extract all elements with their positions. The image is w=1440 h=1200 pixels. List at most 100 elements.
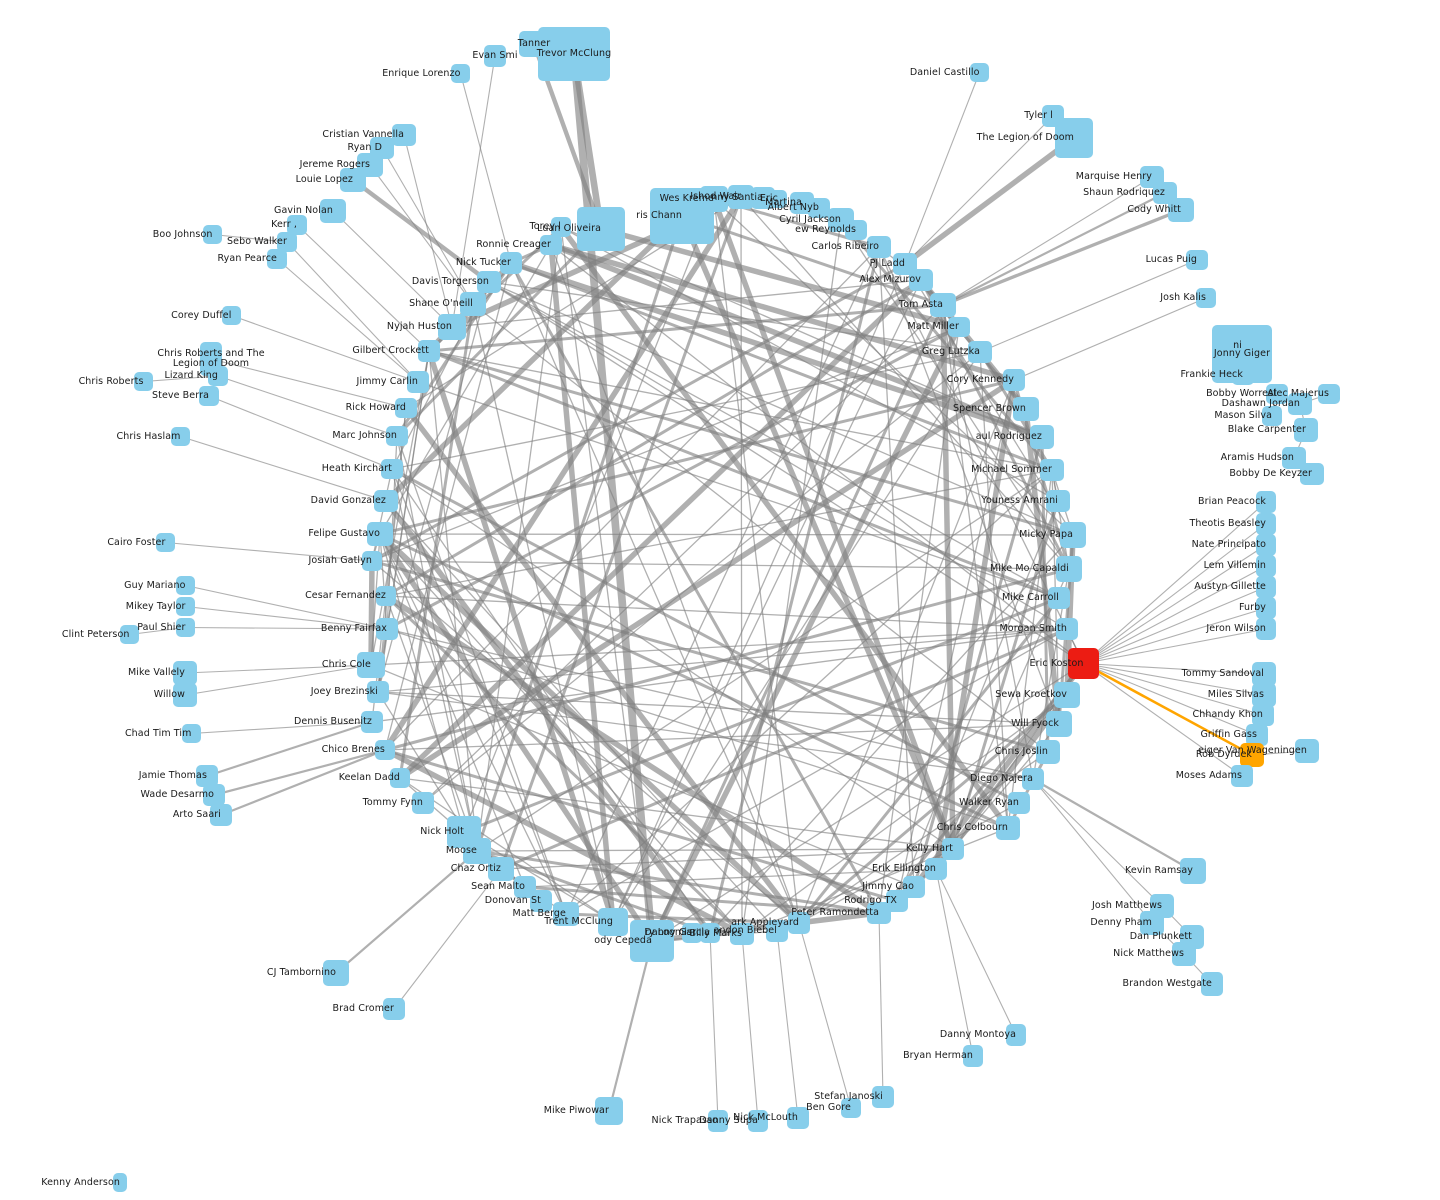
graph-node-miles-silvas[interactable] <box>1252 683 1276 707</box>
graph-node-willow[interactable] <box>173 683 197 707</box>
graph-node-mike-vallely[interactable] <box>173 661 197 685</box>
graph-node-spencer-brown[interactable] <box>1013 397 1039 421</box>
graph-node-danny-garcia[interactable] <box>700 923 720 943</box>
graph-node-nick-matthews[interactable] <box>1172 942 1196 966</box>
graph-node-tommy-sandoval[interactable] <box>1252 662 1276 686</box>
graph-node-cj-tambornino[interactable] <box>323 960 349 986</box>
graph-node-brian-peacock[interactable] <box>1256 491 1276 513</box>
graph-node-daniel-castillo[interactable] <box>970 63 989 82</box>
graph-node-cristian-vannella[interactable] <box>392 124 416 146</box>
graph-node-sewa-kroetkov[interactable] <box>1054 682 1080 708</box>
graph-node-aramis-hudson[interactable] <box>1282 447 1306 469</box>
graph-node-felipe-gustavo[interactable] <box>367 522 393 546</box>
graph-node-chhandy-khon[interactable] <box>1252 704 1274 726</box>
graph-node-gavin-nolan[interactable] <box>320 199 346 223</box>
graph-node-eric-m[interactable] <box>769 190 787 208</box>
graph-node-ronnie-creager[interactable] <box>540 235 562 255</box>
graph-node-chris-joslin[interactable] <box>1036 740 1060 764</box>
graph-node-guy-mariano[interactable] <box>176 576 195 595</box>
graph-node-cairo-foster[interactable] <box>156 533 175 552</box>
graph-node-torey-p[interactable] <box>551 217 571 237</box>
graph-node-cody-cepeda[interactable] <box>630 920 674 962</box>
graph-node-jeron-wilson[interactable] <box>1256 618 1276 640</box>
graph-node-danny-montoya[interactable] <box>1006 1024 1026 1046</box>
graph-node-nick-tucker[interactable] <box>500 252 522 274</box>
graph-node-kerr[interactable] <box>287 215 307 235</box>
graph-node-griffin-gass[interactable] <box>1246 724 1268 746</box>
graph-node-erik-ellington[interactable] <box>925 858 947 880</box>
graph-node-moses-adams[interactable] <box>1231 765 1253 787</box>
graph-node-clint-peterson[interactable] <box>120 625 139 644</box>
graph-node-carlos-ribeiro[interactable] <box>867 236 891 258</box>
graph-node-donovan-s[interactable] <box>530 890 552 912</box>
graph-node-jimmy-cao[interactable] <box>903 876 925 898</box>
graph-node-davis-torgerson[interactable] <box>477 271 501 293</box>
graph-node-wade-desarmo[interactable] <box>203 784 225 806</box>
graph-node-tom-asta[interactable] <box>930 293 956 317</box>
graph-node-luan-oliveira[interactable] <box>577 207 625 251</box>
graph-node-enrique-lorenzo[interactable] <box>451 64 470 83</box>
graph-node-gilbert-crockett[interactable] <box>418 340 440 362</box>
graph-node-alec-majerus[interactable] <box>1318 384 1340 404</box>
graph-node-trent-mcclung[interactable] <box>598 908 628 936</box>
graph-node-ben-gore[interactable] <box>841 1098 861 1118</box>
graph-node-billy-marks[interactable] <box>730 923 754 945</box>
graph-node-jimmy-carlin[interactable] <box>407 371 429 393</box>
graph-node-kenny-anderson[interactable] <box>113 1173 127 1192</box>
graph-node-louie-lopez[interactable] <box>340 168 366 192</box>
graph-node-peter-ramondetta[interactable] <box>867 902 891 924</box>
graph-node-cory-loomis[interactable] <box>682 923 702 943</box>
graph-node-joey-brezinski[interactable] <box>367 681 389 703</box>
graph-node-boo-johnson[interactable] <box>203 225 222 244</box>
graph-node-alex-mizurov[interactable] <box>909 269 933 291</box>
graph-node-tommy-fynn[interactable] <box>412 792 434 814</box>
graph-node-blake-carpenter[interactable] <box>1294 418 1318 442</box>
graph-node-danny-supa[interactable] <box>748 1110 768 1132</box>
graph-node-theotis-beasley[interactable] <box>1256 513 1276 535</box>
graph-node-nick-mclouth[interactable] <box>787 1107 809 1129</box>
graph-node-sebo-walker[interactable] <box>277 232 297 252</box>
graph-node-chad-tim-tim[interactable] <box>182 724 201 743</box>
graph-node-dennis-busenitz[interactable] <box>361 711 383 733</box>
graph-node-michael-sommer[interactable] <box>1040 459 1064 481</box>
graph-node-denny-pham[interactable] <box>1140 911 1164 935</box>
graph-node-shane-oneill[interactable] <box>460 292 486 316</box>
graph-node-chris-roberts[interactable] <box>134 372 153 391</box>
graph-node-geiger-van-wageningen[interactable] <box>1295 739 1319 763</box>
graph-node-albert-nyb[interactable] <box>808 198 830 218</box>
graph-node-cesar-fernandez[interactable] <box>376 586 396 606</box>
graph-node-furby[interactable] <box>1256 597 1276 619</box>
graph-node-mike-mo-capaldi[interactable] <box>1056 556 1082 582</box>
graph-node-heath-kirchart[interactable] <box>381 459 403 479</box>
graph-node-dashawn-jordan[interactable] <box>1288 393 1312 415</box>
graph-node-chris-cole[interactable] <box>357 652 385 678</box>
graph-node-legion-of-doom[interactable] <box>1055 118 1093 158</box>
graph-node-chris-colbourn[interactable] <box>996 816 1020 840</box>
graph-node-marc-johnson[interactable] <box>386 426 408 446</box>
graph-node-benny-fairfax[interactable] <box>376 618 398 640</box>
graph-node-lucas-puig[interactable] <box>1186 250 1208 270</box>
graph-node-lizard-king[interactable] <box>208 366 228 386</box>
graph-node-bobby-worrest[interactable] <box>1266 384 1288 404</box>
graph-node-evan-smith[interactable] <box>484 45 506 67</box>
graph-node-jamie-thomas[interactable] <box>196 765 218 787</box>
graph-node-walker-ryan[interactable] <box>1008 792 1030 814</box>
graph-node-matt-miller[interactable] <box>948 317 970 337</box>
graph-node-moose[interactable] <box>463 838 491 864</box>
graph-node-greg-lutzka[interactable] <box>968 341 992 363</box>
graph-node-brandon-westgate[interactable] <box>1201 972 1223 996</box>
graph-node-bryan-herman[interactable] <box>963 1045 983 1067</box>
graph-node-rick-howard[interactable] <box>395 398 417 418</box>
graph-node-nick-trapasso[interactable] <box>708 1110 728 1132</box>
graph-node-morgan-smith[interactable] <box>1056 618 1078 640</box>
graph-node-frankie-heck[interactable] <box>1232 365 1254 385</box>
graph-node-corey-duffel[interactable] <box>222 306 241 325</box>
graph-node-mikey-taylor[interactable] <box>176 597 195 616</box>
graph-node-tanner[interactable] <box>519 31 549 57</box>
graph-node-kelly-hart[interactable] <box>942 838 964 860</box>
graph-node-cory-kennedy[interactable] <box>1003 369 1025 391</box>
graph-node-chris-haslam[interactable] <box>171 427 190 446</box>
graph-node-wes-kremer[interactable] <box>700 186 728 212</box>
graph-node-mike-carroll[interactable] <box>1048 587 1070 609</box>
graph-node-kevin-ramsay[interactable] <box>1180 858 1206 884</box>
